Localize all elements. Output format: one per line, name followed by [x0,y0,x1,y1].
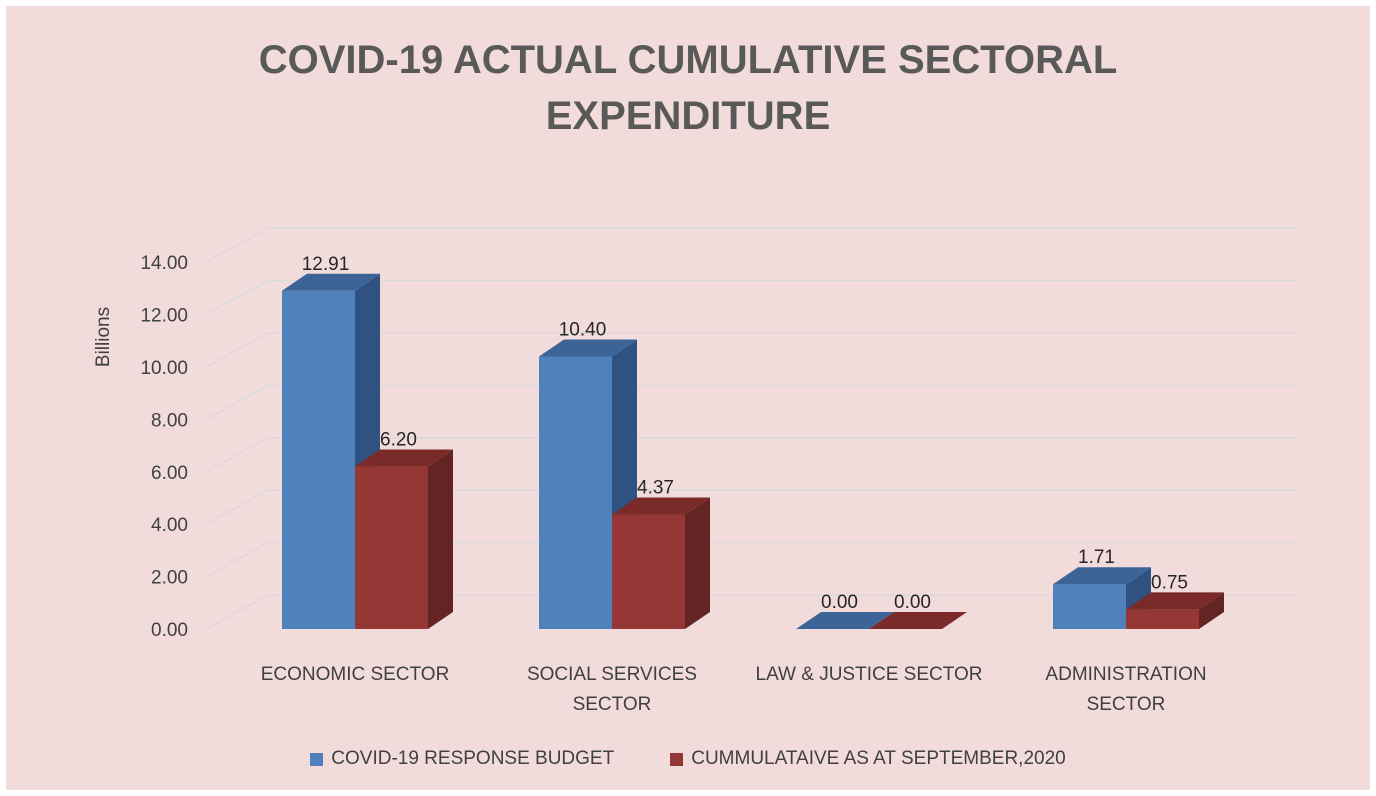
bar-top [1126,592,1224,610]
y-tick-label: 0.00 [151,620,188,641]
category-label: SECTOR [573,694,652,715]
y-tick-label: 8.00 [151,410,188,431]
bar-side [428,449,453,629]
bar-top [796,612,894,629]
chart-area: 0.00 2.00 4.00 6.00 8.00 10.00 12.00 14.00 12.91… [6,6,1370,790]
bar-budget [282,290,355,629]
y-axis-label: Billions [93,306,114,368]
y-tick-label: 4.00 [151,515,188,536]
bar-cumulative [1126,609,1199,629]
data-label: 0.00 [894,592,931,613]
gridline [205,384,1296,420]
data-label: 0.00 [821,592,858,613]
gridline [205,594,1296,630]
gridline [205,279,1296,316]
bar-cumulative [612,514,685,629]
legend-swatch-budget [310,752,324,766]
y-tick-label: 10.00 [140,358,188,379]
data-label: 6.20 [380,430,417,451]
y-tick-label: 6.00 [151,463,188,484]
bar-cumulative [355,466,428,629]
category-label: SOCIAL SERVICES [527,664,697,685]
bar-top [1053,567,1151,585]
y-tick-label: 12.00 [140,306,188,327]
chart-svg: 0.00 2.00 4.00 6.00 8.00 10.00 12.00 14.00 12.91… [140,227,1296,715]
legend-swatch-cumulative [670,752,684,766]
chart-title-line-1: COVID-19 ACTUAL CUMULATIVE SECTORAL [258,38,1118,82]
gridline [205,437,1296,473]
bar-budget [1053,584,1126,629]
bar-side [1199,592,1224,629]
bar-side [685,497,710,629]
gridline [205,332,1296,368]
y-tick-label: 2.00 [151,568,188,589]
bar-top [282,273,380,291]
legend-label-cumulative: CUMMULATAIVE AS AT SEPTEMBER,2020 [691,748,1066,769]
bar-budget [539,356,612,629]
gridline [205,489,1296,525]
legend-item-cumulative: CUMMULATAIVE AS AT SEPTEMBER,2020 [670,748,1066,770]
gridline [205,227,1296,263]
data-label: 1.71 [1078,547,1115,568]
bar-top [355,449,453,467]
bar-top [539,339,637,357]
category-label: SECTOR [1087,694,1166,715]
legend-label-budget: COVID-19 RESPONSE BUDGET [331,748,615,769]
data-label: 4.37 [637,478,674,499]
legend-item-budget: COVID-19 RESPONSE BUDGET [310,748,614,770]
data-label: 12.91 [302,254,350,275]
legend: COVID-19 RESPONSE BUDGET CUMMULATAIVE AS… [6,748,1370,770]
category-label: ADMINISTRATION [1045,664,1206,685]
chart-title-line-2: EXPENDITURE [545,94,831,138]
bar-top [869,612,967,629]
gridline [205,541,1296,578]
category-label: ECONOMIC SECTOR [261,664,450,685]
bar-top [612,497,710,515]
data-label: 10.40 [559,320,607,341]
data-label: 0.75 [1151,572,1188,593]
category-label: LAW & JUSTICE SECTOR [756,664,983,685]
y-tick-label: 14.00 [140,253,188,274]
